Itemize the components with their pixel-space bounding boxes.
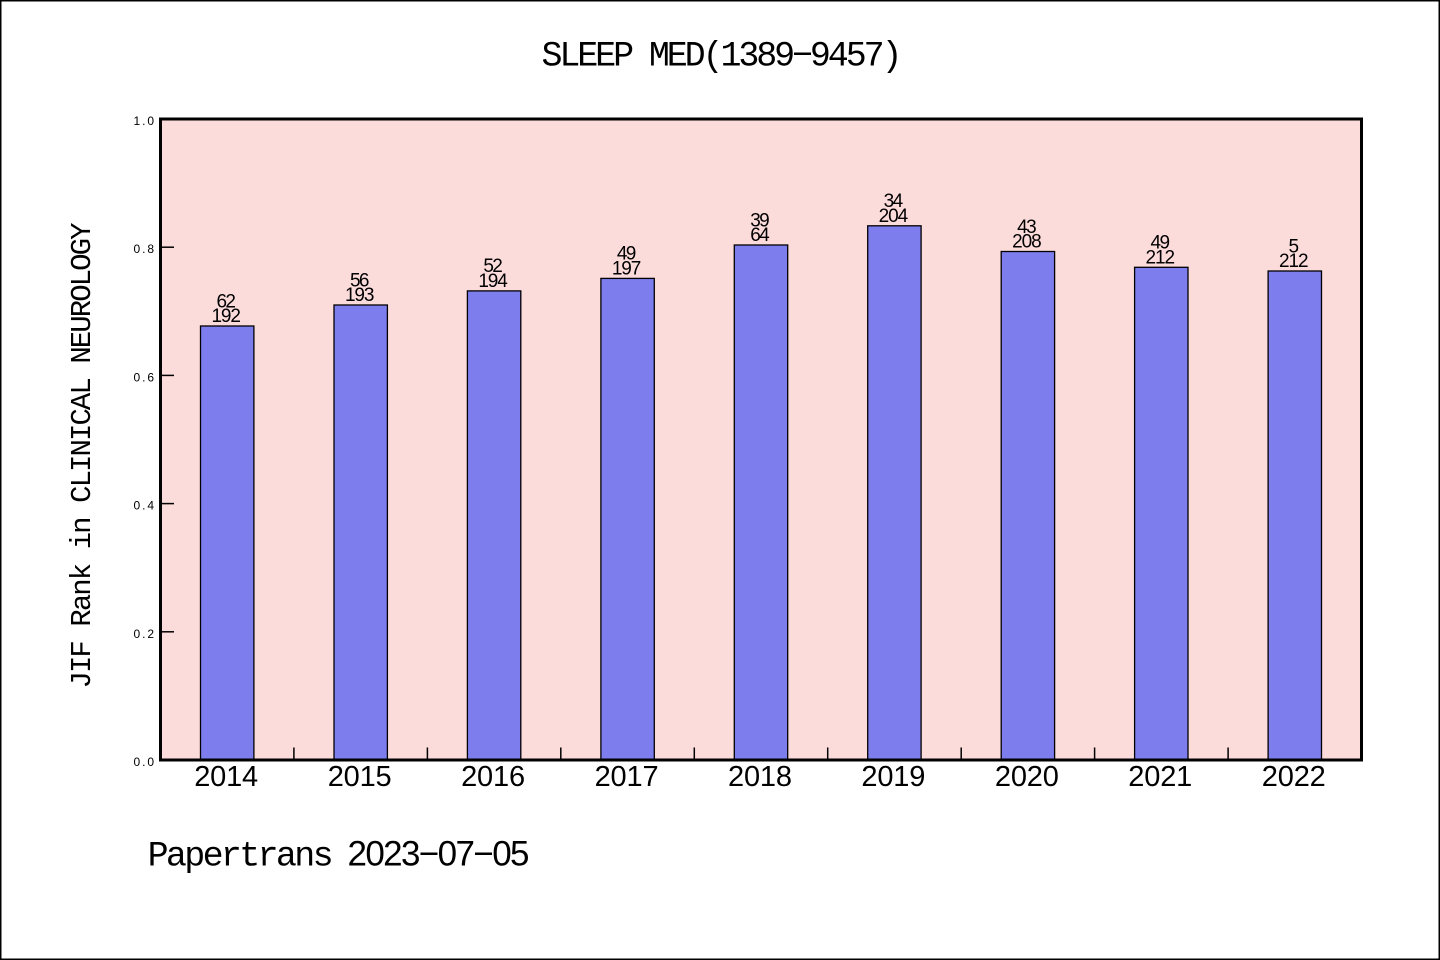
svg-text:193: 193 <box>345 285 375 306</box>
svg-text:2021: 2021 <box>1128 761 1192 793</box>
svg-text:212: 212 <box>1146 247 1176 268</box>
svg-text:2017: 2017 <box>595 761 659 793</box>
svg-text:56: 56 <box>350 270 370 291</box>
svg-text:0.8: 0.8 <box>134 242 155 256</box>
svg-text:194: 194 <box>478 271 508 292</box>
svg-text:208: 208 <box>1012 232 1042 253</box>
svg-text:204: 204 <box>879 206 909 227</box>
svg-text:64: 64 <box>750 225 770 246</box>
svg-text:Papertrans: Papertrans <box>148 836 334 876</box>
svg-text:192: 192 <box>211 306 241 327</box>
svg-text:43: 43 <box>1017 217 1037 238</box>
svg-text:34: 34 <box>884 191 904 212</box>
svg-text:0.4: 0.4 <box>134 499 155 513</box>
svg-text:2015: 2015 <box>328 761 392 793</box>
svg-text:1.0: 1.0 <box>134 114 155 128</box>
svg-text:0.6: 0.6 <box>134 370 155 384</box>
svg-text:2019: 2019 <box>861 761 925 793</box>
svg-text:0.0: 0.0 <box>134 755 155 769</box>
svg-text:39: 39 <box>750 210 770 231</box>
svg-text:0.2: 0.2 <box>134 627 155 641</box>
svg-text:62: 62 <box>216 291 236 312</box>
svg-text:49: 49 <box>1151 233 1171 254</box>
svg-text:49: 49 <box>617 244 637 265</box>
svg-text:52: 52 <box>483 256 503 277</box>
svg-text:2022: 2022 <box>1262 761 1326 793</box>
svg-text:212: 212 <box>1279 251 1309 272</box>
svg-text:JIF Rank in CLINICAL NEUROLOGY: JIF Rank in CLINICAL NEUROLOGY <box>66 223 99 689</box>
svg-text:2016: 2016 <box>461 761 525 793</box>
svg-text:197: 197 <box>612 258 642 279</box>
svg-text:2023−07−05: 2023−07−05 <box>348 834 530 873</box>
svg-text:2018: 2018 <box>728 761 792 793</box>
svg-text:2020: 2020 <box>995 761 1059 793</box>
svg-text:SLEEP MED(1389−9457): SLEEP MED(1389−9457) <box>542 37 903 77</box>
svg-text:5: 5 <box>1289 236 1300 257</box>
svg-text:2014: 2014 <box>194 761 258 793</box>
